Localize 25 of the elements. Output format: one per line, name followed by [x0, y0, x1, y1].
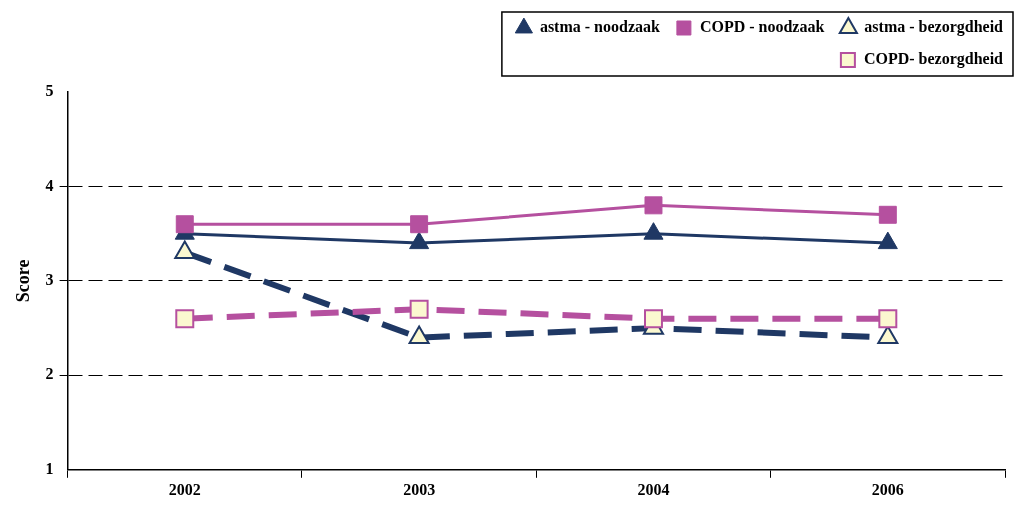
legend-label: astma - noodzaak [539, 18, 660, 36]
x-tick-label: 2004 [637, 480, 670, 498]
y-tick-label: 4 [45, 176, 54, 194]
point [409, 231, 430, 250]
point [877, 231, 898, 250]
point [410, 215, 429, 234]
y-tick-label: 5 [45, 82, 54, 100]
x-tick-label: 2006 [871, 480, 904, 498]
x-tick-label: 2002 [168, 480, 201, 498]
point [643, 222, 664, 240]
y-tick-label: 3 [45, 271, 54, 289]
x-tick-label: 2003 [403, 480, 436, 498]
legend-label: COPD - noodzaak [699, 18, 825, 36]
point [408, 325, 430, 345]
point [878, 205, 897, 224]
point [175, 215, 194, 234]
point [174, 240, 196, 260]
y-tick-label: 1 [45, 459, 54, 477]
point [644, 196, 663, 215]
legend-label: astma - bezorgdheid [864, 18, 1004, 37]
point [409, 299, 429, 319]
y-axis-title: Score [13, 259, 34, 303]
y-tick-label: 2 [45, 365, 54, 383]
legend-label: COPD- bezorgdheid [863, 50, 1004, 69]
point [877, 325, 899, 345]
